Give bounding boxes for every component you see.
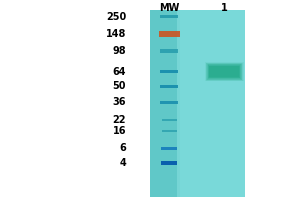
Text: 4: 4 xyxy=(119,158,126,168)
Text: 250: 250 xyxy=(106,12,126,22)
Bar xyxy=(160,101,178,104)
Text: 148: 148 xyxy=(106,29,126,39)
Bar xyxy=(209,66,239,77)
Bar xyxy=(205,62,244,81)
Bar xyxy=(206,63,243,81)
Bar xyxy=(160,70,178,73)
Text: 98: 98 xyxy=(112,46,126,56)
Bar xyxy=(207,64,242,80)
Bar xyxy=(160,85,178,88)
Bar xyxy=(160,15,178,18)
Text: 1: 1 xyxy=(221,3,228,13)
Text: 64: 64 xyxy=(113,67,126,77)
Bar xyxy=(206,63,242,80)
Bar xyxy=(161,147,178,150)
Bar xyxy=(208,64,241,79)
Bar xyxy=(208,65,240,78)
Bar xyxy=(209,66,240,78)
Bar xyxy=(150,10,245,197)
Bar xyxy=(162,130,177,132)
Bar xyxy=(150,10,177,197)
Text: 6: 6 xyxy=(119,143,126,153)
Text: 50: 50 xyxy=(113,81,126,91)
Text: 36: 36 xyxy=(113,97,126,107)
Bar xyxy=(160,49,178,53)
Bar xyxy=(161,161,178,165)
Bar xyxy=(159,31,180,37)
Text: 22: 22 xyxy=(113,115,126,125)
Bar xyxy=(162,119,177,121)
Bar xyxy=(180,10,245,197)
Text: 16: 16 xyxy=(113,126,126,136)
Text: MW: MW xyxy=(159,3,179,13)
